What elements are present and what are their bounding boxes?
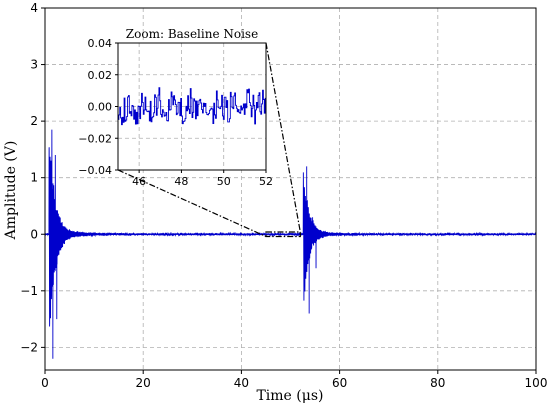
y-tick-label: 0 bbox=[30, 227, 38, 241]
y-tick-label: 2 bbox=[30, 114, 38, 128]
x-tick-label: 0 bbox=[41, 376, 49, 390]
inset-x-tick-label: 48 bbox=[174, 175, 188, 188]
inset-x-tick-label: 50 bbox=[217, 175, 231, 188]
x-tick-label: 60 bbox=[332, 376, 347, 390]
x-axis-title: Time (μs) bbox=[256, 388, 323, 404]
inset-y-tick-label: 0.02 bbox=[88, 69, 113, 82]
inset-y-tick-label: −0.02 bbox=[78, 132, 112, 145]
zoom-connector-left bbox=[117, 169, 267, 238]
signal-series bbox=[44, 129, 537, 359]
inset-title: Zoom: Baseline Noise bbox=[126, 27, 258, 41]
y-tick-label: −2 bbox=[20, 340, 38, 354]
inset-y-tick-label: 0.04 bbox=[88, 37, 113, 50]
inset-x-tick-label: 46 bbox=[132, 175, 146, 188]
zoom-connector-right bbox=[265, 42, 301, 233]
inset-y-tick-label: 0.00 bbox=[88, 101, 113, 114]
x-tick-label: 100 bbox=[525, 376, 548, 390]
y-axis-title: Amplitude (V) bbox=[3, 141, 19, 241]
signal-line bbox=[44, 129, 537, 359]
plot-frame bbox=[44, 7, 537, 371]
zoom-region-box bbox=[265, 231, 301, 238]
inset-x-tick-label: 52 bbox=[259, 175, 273, 188]
y-tick-label: 4 bbox=[30, 1, 38, 15]
y-tick-label: 1 bbox=[30, 171, 38, 185]
inset-signal-line bbox=[118, 87, 267, 126]
x-tick-label: 40 bbox=[234, 376, 249, 390]
y-tick-label: −1 bbox=[20, 284, 38, 298]
x-tick-label: 80 bbox=[430, 376, 445, 390]
inset-y-tick-label: −0.04 bbox=[78, 164, 112, 177]
inset-chart: 46 48 50 52 −0.04 −0.02 0.00 0.02 0.04 Zoom: Bas… bbox=[78, 27, 273, 188]
inset-signal bbox=[118, 87, 267, 126]
x-tick-label: 20 bbox=[136, 376, 151, 390]
y-tick-label: 3 bbox=[30, 58, 38, 72]
zoom-connectors bbox=[117, 42, 301, 238]
axis-ticks: 0 20 40 60 80 100 −2 −1 0 1 2 3 4 bbox=[20, 1, 547, 390]
inset-ticks: 46 48 50 52 −0.04 −0.02 0.00 0.02 0.04 bbox=[78, 37, 273, 188]
